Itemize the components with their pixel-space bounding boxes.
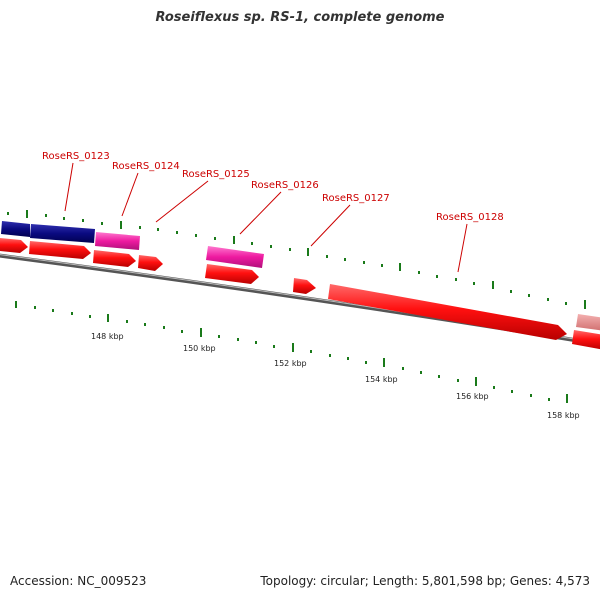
kbp-label-154: 154 kbp (365, 375, 398, 384)
inner-tick-row (15, 301, 568, 403)
cds-arrow (328, 284, 567, 340)
gene-label-roseRS-0124: RoseRS_0124 (112, 161, 180, 172)
cds-arrow (293, 278, 316, 294)
gene-label-roseRS-0126: RoseRS_0126 (251, 180, 319, 191)
gene-label-roseRS-0127: RoseRS_0127 (322, 193, 390, 204)
kbp-label-150: 150 kbp (183, 344, 216, 353)
cds-arrow (29, 241, 91, 259)
kbp-label-152: 152 kbp (274, 359, 307, 368)
map-title: Roseiflexus sp. RS-1, complete genome (155, 10, 445, 25)
cds-block (206, 246, 264, 268)
cds-arrow (93, 250, 136, 267)
outer-tick-row (7, 210, 586, 309)
gene-label-roseRS-0123: RoseRS_0123 (42, 151, 110, 162)
cds-arrow (138, 255, 163, 271)
gene-label-roseRS-0125: RoseRS_0125 (182, 169, 250, 180)
cds-arrow (205, 264, 259, 284)
cds-arrow (572, 330, 600, 350)
accession-text: Accession: NC_009523 (10, 574, 147, 588)
kbp-label-156: 156 kbp (456, 392, 489, 401)
kbp-label-148: 148 kbp (91, 332, 124, 341)
cds-outer-row (1, 221, 600, 331)
cds-block (1, 221, 30, 237)
label-leader-lines (64, 162, 468, 273)
genome-summary-text: Topology: circular; Length: 5,801,598 bp… (260, 574, 590, 588)
cds-arrow-row (0, 238, 600, 350)
cds-arrow (0, 238, 28, 253)
cds-block (95, 232, 140, 250)
cds-block (30, 224, 95, 243)
cds-block (576, 314, 600, 331)
kbp-label-158: 158 kbp (547, 411, 580, 420)
gene-label-roseRS-0128: RoseRS_0128 (436, 212, 504, 223)
